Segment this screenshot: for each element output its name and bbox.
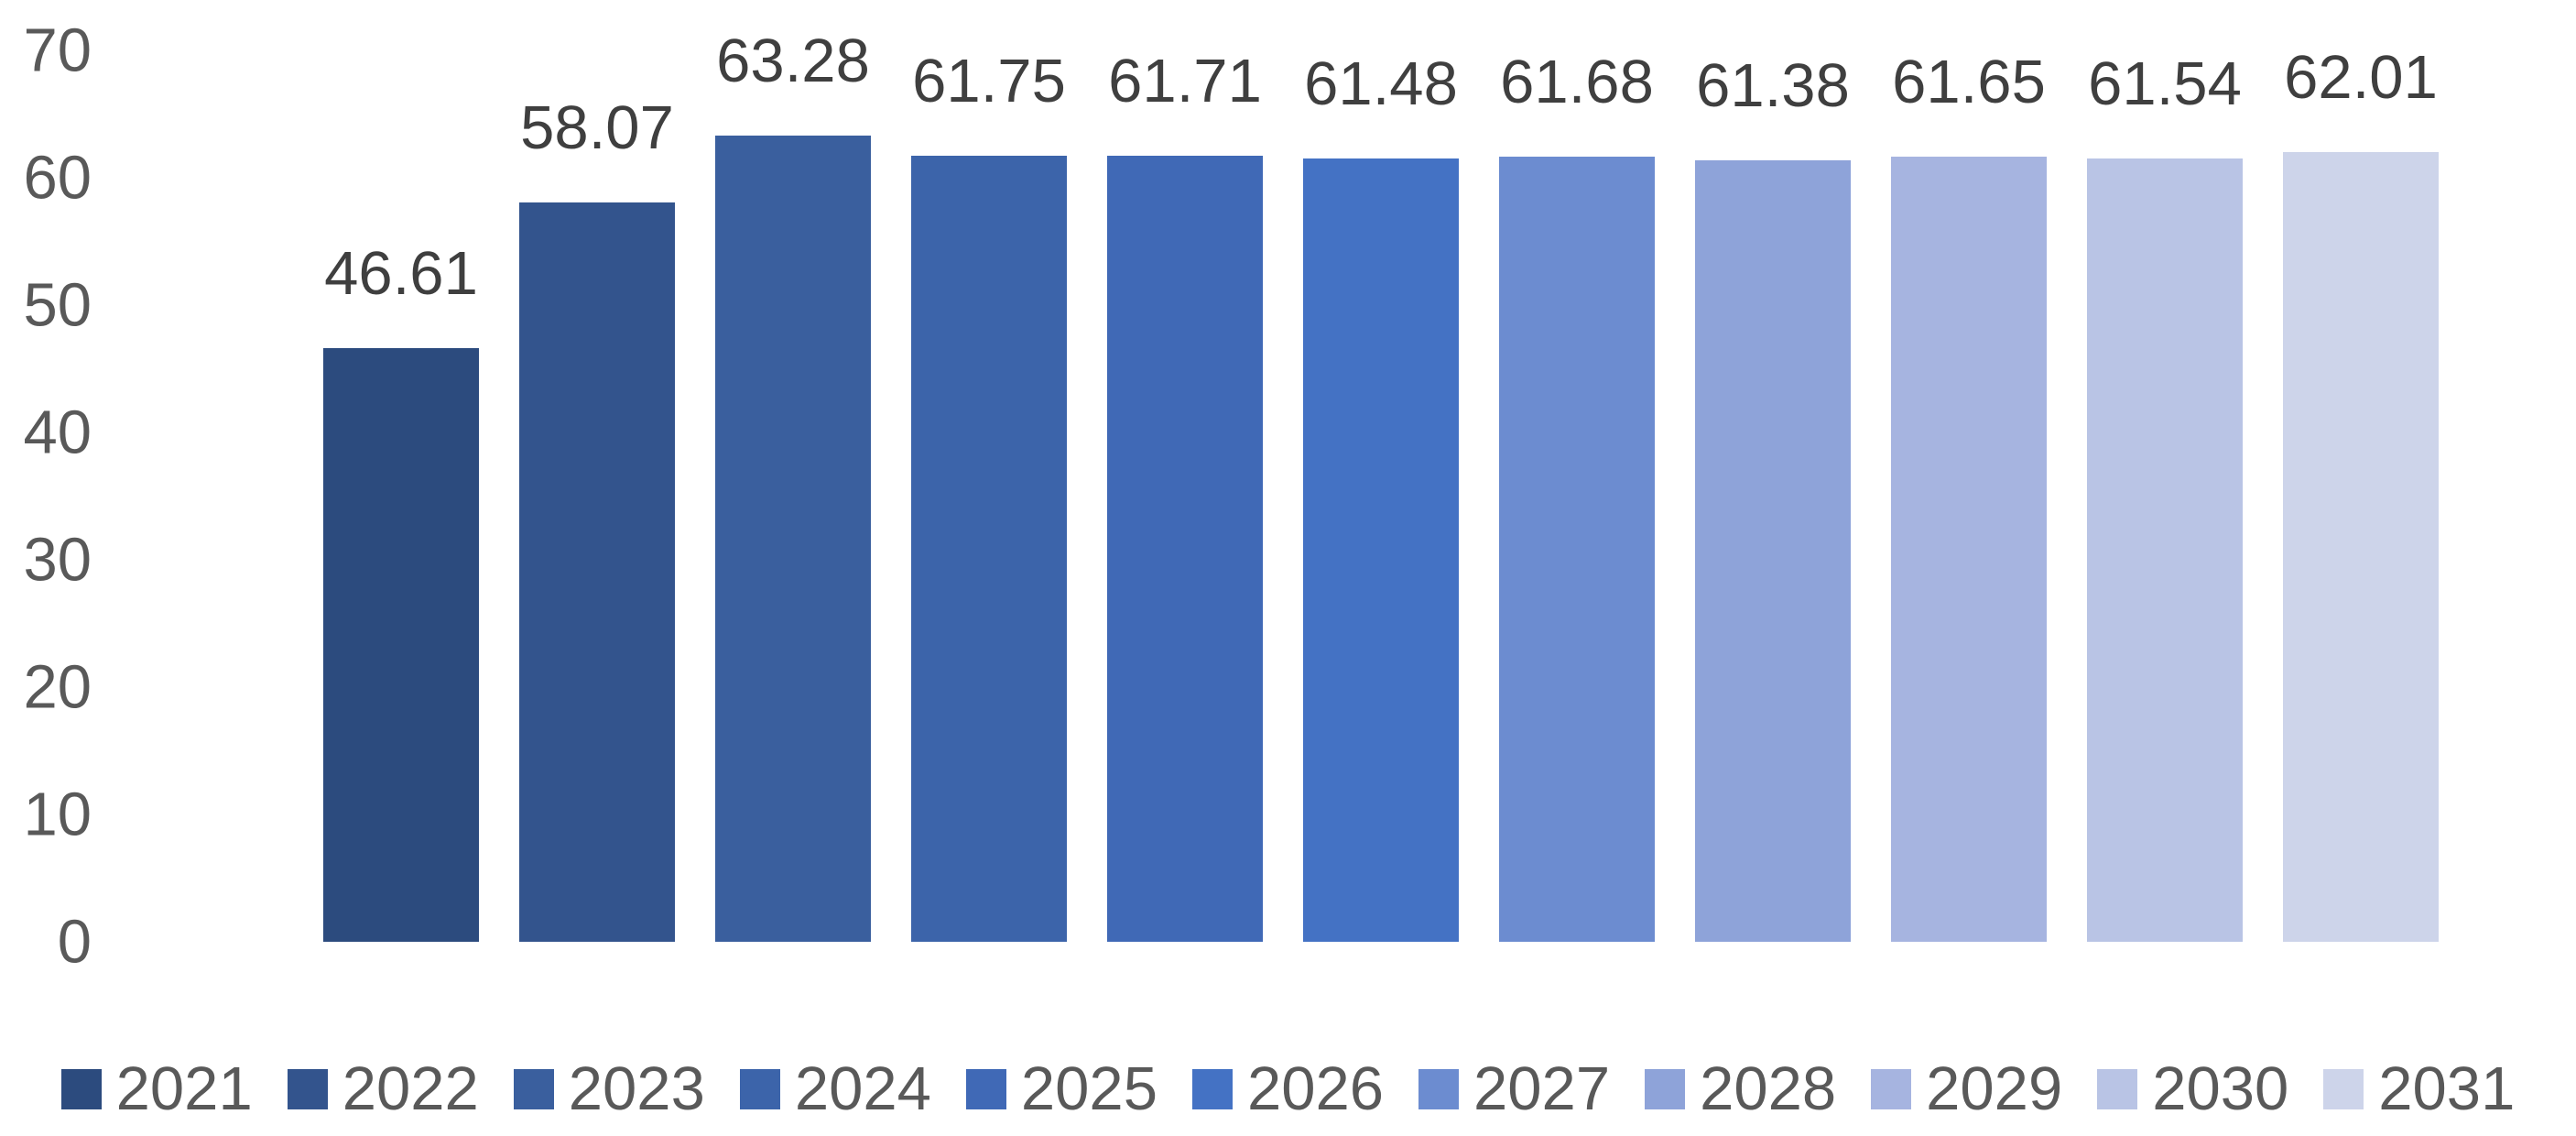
legend-swatch-icon-2028 [1645,1068,1686,1109]
bar-value-label-2022: 58.07 [520,93,674,162]
y-axis-tick-label-0: 0 [57,907,92,977]
y-axis-tick-label-70: 70 [23,16,92,85]
legend-swatch-icon-2022 [287,1068,328,1109]
legend-item-2031: 2031 [2323,1058,2515,1120]
legend-item-2024: 2024 [739,1054,931,1123]
y-axis-tick-label-20: 20 [23,652,92,722]
legend-label-2027: 2027 [1473,1054,1611,1123]
legend-item-2027: 2027 [1418,1058,1610,1120]
legend-swatch-icon-2029 [1871,1068,1912,1109]
legend-swatch-icon-2030 [2097,1068,2138,1109]
bar-2023 [715,136,871,942]
bar-2029 [1891,157,2047,942]
legend-swatch-icon-2026 [1191,1068,1233,1109]
y-axis-tick-label-10: 10 [23,780,92,849]
legend-label-2029: 2029 [1926,1054,2063,1123]
legend-label-2022: 2022 [342,1054,479,1123]
bar-value-label-2024: 61.75 [912,46,1066,115]
legend-item-2026: 2026 [1191,1054,1385,1123]
bar-2027 [1499,156,1655,942]
legend-swatch-icon-2031 [2323,1068,2364,1109]
legend-swatch-icon-2024 [739,1068,780,1109]
legend-swatch-icon-2027 [1418,1068,1460,1109]
legend-item-2022: 2022 [287,1054,479,1123]
legend-label-2026: 2026 [1246,1054,1385,1123]
legend-label-2031: 2031 [2378,1054,2516,1123]
legend-item-2023: 2023 [513,1054,705,1123]
bar-value-label-2027: 61.68 [1500,47,1654,116]
legend-swatch-icon-2021 [60,1068,102,1109]
legend-label-2024: 2024 [794,1054,931,1123]
bar-value-label-2025: 61.71 [1108,47,1262,116]
legend-label-2025: 2025 [1020,1054,1158,1123]
bar-2030 [2087,158,2243,942]
bar-2031 [2283,152,2439,942]
legend-label-2028: 2028 [1700,1054,1837,1123]
bar-value-label-2026: 61.48 [1304,49,1458,119]
bar-2026 [1303,158,1459,942]
bar-value-label-2021: 46.61 [324,239,478,309]
legend: 2021 2022 2023 2024 2025 2026 2027 2028 2029 2030… [0,1058,2576,1120]
legend-item-2021: 2021 [60,1054,253,1123]
bar-2022 [519,202,675,942]
legend-label-2030: 2030 [2152,1054,2289,1123]
bar-value-label-2023: 63.28 [716,27,870,96]
bar-value-label-2031: 62.01 [2284,43,2438,113]
y-axis-tick-label-50: 50 [23,270,92,340]
bar-value-label-2029: 61.65 [1892,48,2046,117]
legend-label-2021: 2021 [115,1054,253,1123]
legend-swatch-icon-2023 [513,1068,554,1109]
legend-label-2023: 2023 [568,1054,705,1123]
bar-value-label-2030: 61.54 [2088,49,2242,118]
legend-item-2030: 2030 [2097,1058,2288,1120]
bar-2028 [1695,159,1851,942]
legend-item-2029: 2029 [1871,1058,2062,1120]
y-axis-tick-label-40: 40 [23,398,92,467]
bar-2021 [323,348,479,942]
legend-swatch-icon-2025 [965,1068,1006,1109]
bar-2025 [1107,156,1263,942]
legend-item-2028: 2028 [1645,1058,1836,1120]
y-axis-tick-label-60: 60 [23,143,92,213]
bar-value-label-2028: 61.38 [1696,50,1850,120]
y-axis-tick-label-30: 30 [23,525,92,595]
bar-2024 [911,155,1067,942]
legend-item-2025: 2025 [965,1054,1158,1123]
